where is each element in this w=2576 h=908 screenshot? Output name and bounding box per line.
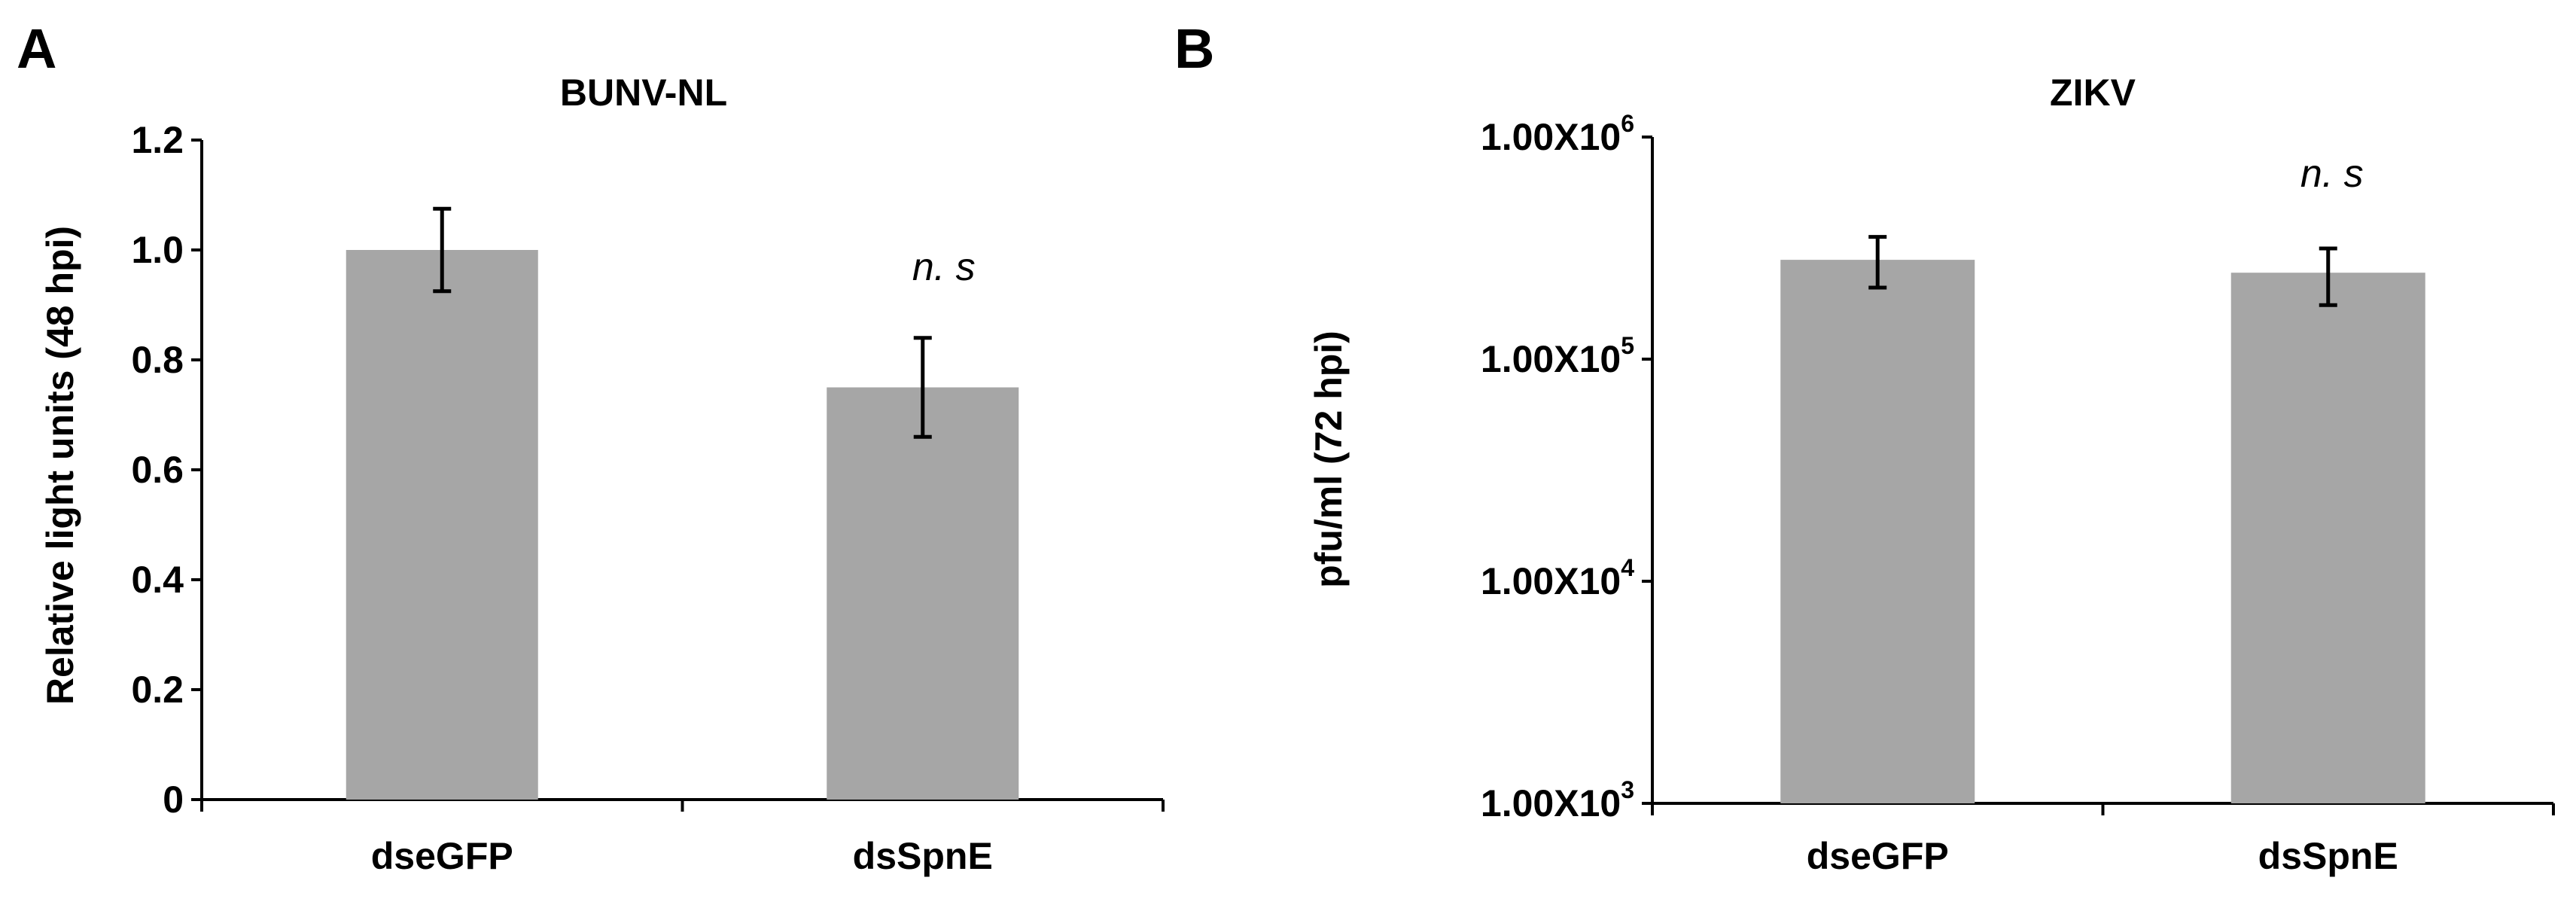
x-tick-label: dseGFP <box>1807 835 1949 877</box>
y-tick-label: 1.00X105 <box>1481 332 1634 380</box>
y-tick-base: 1.00X10 <box>1481 338 1621 380</box>
y-tick-label: 1.00X106 <box>1481 110 1634 158</box>
x-tick-label: dsSpnE <box>2258 835 2398 877</box>
y-tick-base: 1.00X10 <box>1481 116 1621 158</box>
y-tick-base: 1.00X10 <box>1481 782 1621 824</box>
y-axis-label-a: Relative light units (48 hpi) <box>39 226 81 705</box>
y-tick-base: 1.00X10 <box>1481 560 1621 602</box>
panel-letter-b: B <box>1174 17 1214 80</box>
bar-dsSpnE <box>827 387 1019 800</box>
y-tick-exponent: 4 <box>1621 554 1634 581</box>
x-tick-label: dseGFP <box>371 835 513 877</box>
chart-title-a: BUNV-NL <box>560 72 727 114</box>
bar-dseGFP <box>346 250 538 800</box>
y-tick-label: 0.2 <box>131 669 184 711</box>
y-tick-label: 0 <box>163 779 184 821</box>
annotation-ns: n. s <box>912 245 976 289</box>
y-tick-label: 1.00X103 <box>1481 776 1634 824</box>
y-axis-label-b: pfu/ml (72 hpi) <box>1308 331 1350 588</box>
y-tick-label: 1.0 <box>131 229 184 271</box>
bar-dseGFP <box>1780 260 1975 803</box>
y-tick-exponent: 3 <box>1621 776 1634 803</box>
y-tick-label: 1.00X104 <box>1481 554 1634 602</box>
y-tick-label: 0.8 <box>131 339 184 381</box>
annotation-ns: n. s <box>2300 152 2364 196</box>
x-tick-label: dsSpnE <box>853 835 993 877</box>
chart-title-b: ZIKV <box>2050 72 2136 114</box>
bars-b: dseGFP dsSpnE n. s <box>1780 152 2425 877</box>
y-tick-label: 0.4 <box>131 559 184 601</box>
bar-dsSpnE <box>2230 273 2425 803</box>
panel-b: B ZIKV pfu/ml (72 hpi) 1.00X1031.00X1041… <box>1174 17 2555 877</box>
axes-a: 0 0.2 0.4 0.6 0.8 1.0 1.2 <box>131 119 1165 821</box>
y-tick-exponent: 6 <box>1621 110 1634 137</box>
bars-a: dseGFP dsSpnE n. s <box>346 206 1019 877</box>
panel-a: A BUNV-NL Relative light units (48 hpi) … <box>17 17 1165 877</box>
y-tick-label: 1.2 <box>131 119 184 161</box>
panel-letter-a: A <box>17 17 56 80</box>
y-tick-exponent: 5 <box>1621 332 1634 359</box>
y-tick-label: 0.6 <box>131 449 184 491</box>
